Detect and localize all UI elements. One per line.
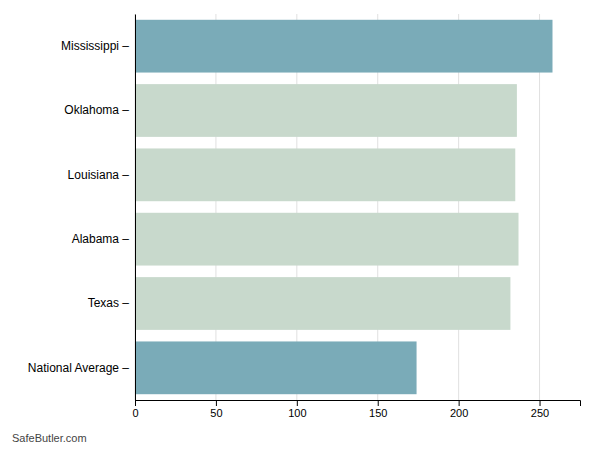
x-tick-label: 0 — [132, 407, 138, 419]
x-tick: 100 — [288, 400, 306, 419]
x-tick: 250 — [531, 400, 549, 419]
annotations: SafeButler.com — [12, 432, 87, 444]
x-tick-mark — [378, 400, 379, 406]
bars — [135, 20, 552, 394]
bar — [135, 277, 510, 330]
plot: 0 50 100 150 200 250 Mississippi – Oklahoma – Lo… — [28, 14, 581, 419]
y-tick-label: Louisiana – — [68, 168, 130, 182]
y-axis-line — [135, 15, 136, 401]
bar — [135, 148, 515, 201]
y-tick: Oklahoma – — [64, 103, 129, 117]
x-tick-label: 150 — [369, 407, 387, 419]
y-tick: Louisiana – — [68, 168, 130, 182]
x-tick-mark — [216, 400, 217, 406]
y-tick: Mississippi – — [61, 39, 129, 53]
bar — [135, 84, 517, 137]
x-tick-label: 50 — [210, 407, 222, 419]
bar — [135, 20, 552, 73]
y-tick: National Average – — [28, 361, 130, 375]
x-tick: 150 — [369, 400, 387, 419]
bar — [135, 341, 417, 394]
y-tick: Alabama – — [72, 232, 130, 246]
bar — [135, 213, 519, 266]
x-tick-label: 250 — [531, 407, 549, 419]
y-tick: Texas – — [88, 296, 130, 310]
y-tick-label: National Average – — [28, 361, 130, 375]
x-tick-label: 200 — [450, 407, 468, 419]
chart: 0 50 100 150 200 250 Mississippi – Oklahoma – Lo… — [0, 0, 600, 450]
x-tick-mark — [135, 400, 136, 406]
x-tick-mark — [297, 400, 298, 406]
y-tick-label: Mississippi – — [61, 39, 129, 53]
x-tick: 200 — [450, 400, 468, 419]
y-tick-label: Oklahoma – — [64, 103, 129, 117]
watermark: SafeButler.com — [12, 432, 87, 444]
x-axis-line — [136, 401, 581, 407]
x-tick-mark — [459, 400, 460, 406]
x-tick: 0 — [132, 400, 138, 419]
x-tick-mark — [540, 400, 541, 406]
y-tick-label: Texas – — [88, 296, 130, 310]
y-tick-label: Alabama – — [72, 232, 130, 246]
x-tick: 50 — [210, 400, 222, 419]
x-tick-label: 100 — [288, 407, 306, 419]
x-axis: 0 50 100 150 200 250 — [132, 400, 580, 419]
grid-line — [135, 14, 136, 400]
y-axis: Mississippi – Oklahoma – Louisiana – Alabam… — [28, 15, 136, 401]
